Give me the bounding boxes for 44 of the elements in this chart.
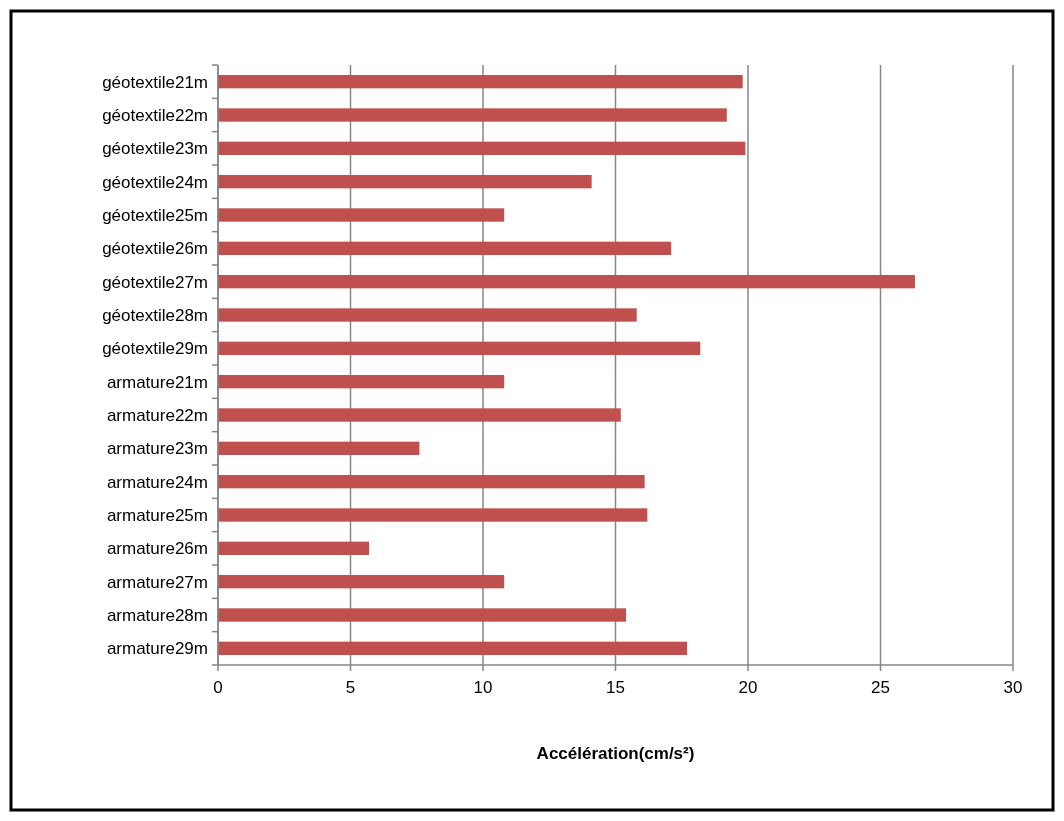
bar [218, 408, 621, 422]
y-tick-label: armature25m [106, 505, 208, 525]
x-tick-label: 10 [473, 678, 493, 697]
bar [218, 441, 420, 455]
y-tick-label: géotextile22m [102, 105, 208, 125]
x-tick-label: 20 [738, 678, 758, 697]
x-axis-title: Accélération(cm/s²) [536, 744, 695, 763]
bar [218, 541, 370, 555]
bar [218, 508, 648, 522]
bar [218, 475, 645, 489]
bar [218, 608, 627, 622]
x-tick-label: 5 [345, 678, 356, 697]
bar [218, 108, 727, 122]
y-tick-label: armature28m [106, 605, 208, 625]
bar [218, 308, 637, 322]
bar [218, 575, 505, 589]
x-tick-label: 25 [871, 678, 890, 697]
x-tick-label: 30 [1003, 678, 1023, 697]
bar [218, 175, 592, 189]
y-tick-label: armature24m [106, 472, 208, 492]
y-tick-label: géotextile28m [102, 305, 208, 325]
y-tick-label: géotextile26m [102, 239, 208, 259]
y-tick-label: géotextile27m [102, 272, 208, 292]
bar [218, 75, 743, 89]
bar [218, 275, 915, 289]
y-tick-label: armature22m [106, 405, 208, 425]
y-tick-label: géotextile21m [102, 72, 208, 92]
y-tick-label: géotextile25m [102, 205, 208, 225]
y-tick-label: géotextile24m [102, 172, 208, 192]
bar [218, 375, 505, 389]
y-tick-label: géotextile29m [102, 339, 208, 359]
y-tick-label: armature21m [106, 372, 208, 392]
y-tick-label: armature23m [106, 439, 208, 459]
bar [218, 341, 701, 355]
x-tick-label: 0 [213, 678, 223, 697]
y-tick-label: armature26m [106, 539, 208, 559]
bar [218, 241, 672, 255]
bar [218, 641, 688, 655]
y-tick-label: géotextile23m [102, 139, 208, 159]
y-tick-label: armature29m [106, 639, 208, 659]
y-tick-label: armature27m [106, 572, 208, 592]
x-tick-label: 15 [606, 678, 625, 697]
bar [218, 208, 505, 222]
bar [218, 141, 746, 155]
